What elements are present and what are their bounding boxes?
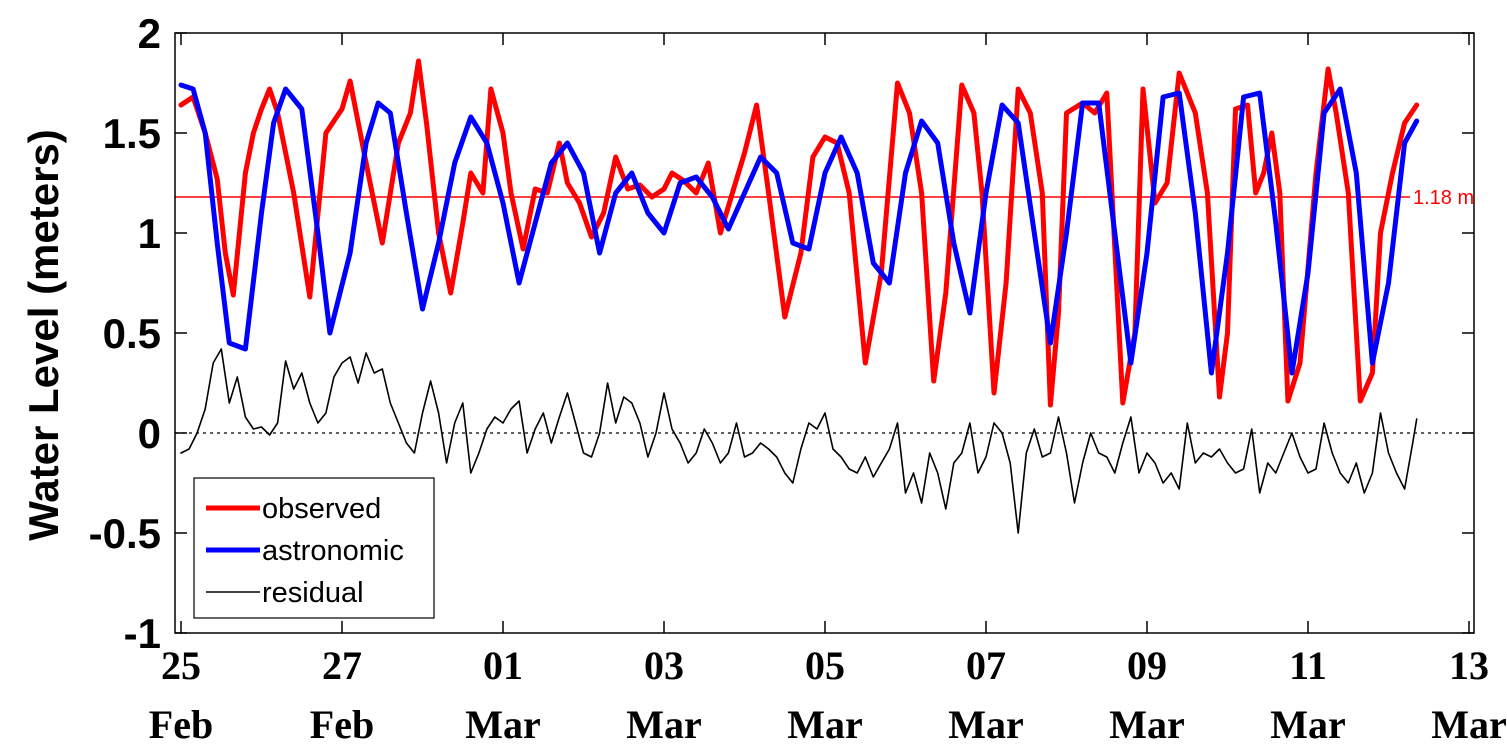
- x-tick-month-label: Mar: [948, 702, 1024, 747]
- tick-labels: 2 1.5 1 0.5 0 -0.5 -125 Feb 27 Feb 01 Mar 03 Mar 05 Mar…: [89, 10, 1507, 747]
- legend-label-residual: residual: [262, 577, 364, 609]
- x-tick-month-label: Mar: [626, 702, 702, 747]
- x-tick-day-label: 07: [966, 643, 1006, 688]
- series-layer: [178, 58, 1420, 534]
- y-tick-label: 0: [138, 410, 161, 457]
- x-tick-day-label: 25: [161, 643, 201, 688]
- reference-lines: 1.18 m: [175, 187, 1474, 434]
- x-tick-month-label: Mar: [465, 702, 541, 747]
- x-tick-month-label: Mar: [1431, 702, 1507, 747]
- series-line-astronomic: [178, 82, 1420, 376]
- x-tick-month-label: Mar: [1109, 702, 1185, 747]
- x-tick-day-label: 05: [805, 643, 845, 688]
- x-tick-day-label: 11: [1289, 643, 1327, 688]
- x-tick-month-label: Mar: [1270, 702, 1346, 747]
- x-tick-day-label: 09: [1127, 643, 1167, 688]
- y-tick-label: 1.5: [103, 110, 161, 157]
- x-tick-day-label: 27: [322, 643, 362, 688]
- y-axis-label: Water Level (meters): [20, 129, 67, 541]
- series-line-residual: [180, 348, 1418, 534]
- y-tick-label: 0.5: [103, 310, 161, 357]
- legend: observed astronomic residual: [193, 477, 435, 619]
- x-tick-day-label: 01: [483, 643, 523, 688]
- x-tick-day-label: 03: [644, 643, 684, 688]
- x-tick-month-label: Feb: [149, 702, 213, 747]
- axes: [174, 32, 1475, 634]
- y-tick-label: 1: [138, 210, 161, 257]
- x-tick-day-label: 13: [1449, 643, 1489, 688]
- y-tick-label: 2: [138, 10, 161, 57]
- x-tick-month-label: Mar: [787, 702, 863, 747]
- reference-line-label: 1.18 m: [1413, 187, 1474, 209]
- legend-label-observed: observed: [262, 493, 381, 525]
- series-line-observed: [178, 58, 1420, 408]
- y-tick-label: -0.5: [89, 510, 161, 557]
- y-tick-label: -1: [124, 610, 161, 657]
- x-tick-month-label: Feb: [310, 702, 374, 747]
- legend-label-astronomic: astronomic: [262, 535, 404, 567]
